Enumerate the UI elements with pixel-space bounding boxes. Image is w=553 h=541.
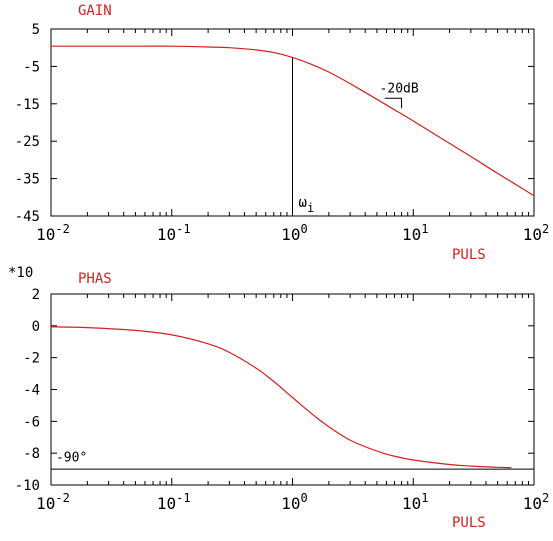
gain-x-tick-exponent: 1: [421, 222, 428, 236]
gain-panel: GAIN 5-5-15-25-35-45 10-2 10-1 100 101 102 -…: [15, 3, 550, 263]
gain-y-tick-label: -25: [15, 134, 40, 150]
phase-x-label: PULS: [452, 515, 486, 531]
gain-y-tick-label: 5: [32, 22, 40, 38]
gain-x-label: PULS: [452, 247, 486, 263]
phase-x-tick-exponent: 2: [542, 491, 549, 505]
gain-x-tick-exponent: 2: [542, 222, 549, 236]
phase-x-tick-base: 10: [36, 494, 55, 513]
gain-x-tick-label: 101: [402, 222, 429, 244]
gain-x-tick-exponent: 0: [301, 222, 308, 236]
phase-x-tick-base: 10: [157, 494, 176, 513]
slope-annotation: -20dB: [380, 82, 419, 97]
gain-x-tick-label: 102: [523, 222, 550, 244]
gain-y-tick-label: -35: [15, 172, 40, 188]
phase-x-tick-label: 100: [281, 491, 308, 513]
phase-x-tick-label: 10-2: [36, 491, 70, 513]
phase-x-tick-exponent: -2: [55, 491, 69, 505]
gain-title: GAIN: [78, 3, 112, 19]
phase-y-axis: 2 0 -2 -4 -6 -8 -10: [15, 287, 534, 494]
phase-y-tick-label: -8: [23, 446, 40, 462]
phase-title: PHAS: [78, 271, 112, 287]
phase-y-tick-label: -10: [15, 478, 40, 494]
gain-x-tick-base: 10: [402, 225, 421, 244]
omega-i-annotation: ωi: [299, 195, 315, 215]
omega-symbol: ω: [299, 195, 307, 211]
gain-x-tick-base: 10: [157, 225, 176, 244]
phase-x-tick-base: 10: [281, 494, 300, 513]
gain-x-tick-base: 10: [36, 225, 55, 244]
slope-triangle-marker: [384, 97, 403, 109]
gain-y-tick-label: -15: [15, 97, 40, 113]
gain-x-tick-base: 10: [281, 225, 300, 244]
gain-y-tick-label: -5: [23, 59, 40, 75]
omega-subscript: i: [307, 201, 314, 215]
phase-y-tick-label: -6: [23, 414, 40, 430]
phase-x-tick-label: 101: [402, 491, 429, 513]
phase-y-tick-label: 2: [32, 287, 40, 303]
phase-y-tick-label: -4: [23, 383, 40, 399]
gain-y-tick-label: -45: [15, 209, 40, 225]
minus-90-annotation: -90°: [56, 451, 87, 466]
phase-x-tick-base: 10: [523, 494, 542, 513]
gain-x-tick-exponent: -2: [55, 222, 69, 236]
phase-x-tick-base: 10: [402, 494, 421, 513]
gain-x-axis: 10-2 10-1 100 101 102: [36, 29, 549, 244]
gain-x-tick-label: 10-2: [36, 222, 70, 244]
gain-x-tick-label: 10-1: [157, 222, 191, 244]
gain-y-axis: 5 -5 -15 -25 -35 -45: [15, 22, 534, 225]
gain-x-tick-label: 100: [281, 222, 308, 244]
phase-x-tick-exponent: 0: [301, 491, 308, 505]
gain-x-tick-base: 10: [523, 225, 542, 244]
phase-y-tick-label: -2: [23, 351, 40, 367]
phase-y-tick-label: 0: [32, 319, 40, 335]
gain-series-line: [51, 45, 535, 197]
phase-x-tick-label: 102: [523, 491, 550, 513]
phase-plot-frame: [50, 293, 535, 486]
phase-x-axis: 10-2 10-1 100 101 102: [36, 294, 549, 513]
phase-y-multiplier: *10: [8, 265, 33, 281]
phase-x-tick-exponent: -1: [176, 491, 190, 505]
phase-series-line: [50, 326, 512, 469]
phase-x-tick-exponent: 1: [421, 491, 428, 505]
phase-x-tick-label: 10-1: [157, 491, 191, 513]
gain-x-tick-exponent: -1: [176, 222, 190, 236]
phase-panel: *10 PHAS 20-2-4-6-8-10 10-2 10-1 100 101 102…: [8, 265, 549, 531]
